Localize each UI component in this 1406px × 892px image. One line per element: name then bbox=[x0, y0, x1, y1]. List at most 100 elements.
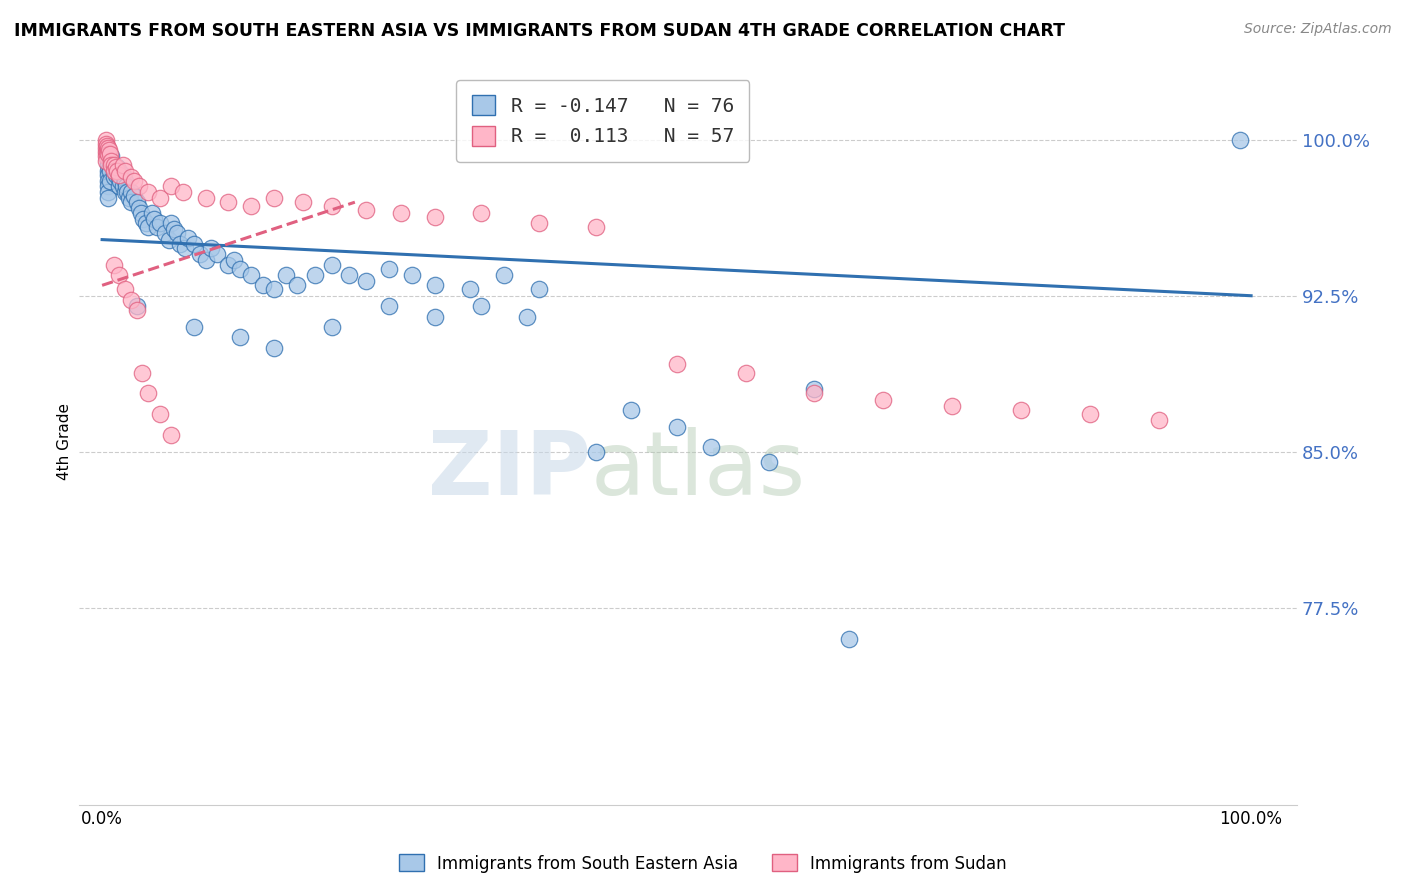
Point bbox=[240, 268, 263, 282]
Point bbox=[304, 268, 326, 282]
Point bbox=[108, 170, 131, 185]
Point bbox=[188, 247, 211, 261]
Point bbox=[1229, 133, 1251, 147]
Point bbox=[263, 341, 285, 355]
Point bbox=[941, 399, 963, 413]
Point bbox=[128, 178, 150, 193]
Point bbox=[1010, 403, 1032, 417]
Point bbox=[104, 160, 127, 174]
Point bbox=[97, 178, 120, 193]
Point bbox=[274, 268, 297, 282]
Point bbox=[321, 199, 343, 213]
Point bbox=[205, 247, 228, 261]
Point bbox=[169, 236, 191, 251]
Point bbox=[321, 258, 343, 272]
Point bbox=[98, 174, 121, 188]
Point bbox=[120, 293, 142, 307]
Point bbox=[97, 153, 120, 168]
Point bbox=[98, 147, 121, 161]
Point bbox=[458, 283, 481, 297]
Point bbox=[124, 189, 146, 203]
Point bbox=[389, 205, 412, 219]
Point bbox=[105, 160, 128, 174]
Point bbox=[98, 164, 121, 178]
Text: atlas: atlas bbox=[591, 427, 806, 514]
Point bbox=[1078, 407, 1101, 421]
Point bbox=[183, 319, 205, 334]
Point bbox=[148, 407, 170, 421]
Point bbox=[108, 268, 131, 282]
Point bbox=[287, 278, 309, 293]
Point bbox=[103, 258, 125, 272]
Point bbox=[94, 149, 117, 163]
Point bbox=[117, 185, 139, 199]
Text: IMMIGRANTS FROM SOUTH EASTERN ASIA VS IMMIGRANTS FROM SUDAN 4TH GRADE CORRELATIO: IMMIGRANTS FROM SOUTH EASTERN ASIA VS IM… bbox=[14, 22, 1066, 40]
Point bbox=[240, 199, 263, 213]
Point bbox=[585, 444, 607, 458]
Point bbox=[108, 164, 131, 178]
Point bbox=[155, 227, 177, 241]
Point bbox=[160, 216, 183, 230]
Point bbox=[378, 299, 401, 313]
Point bbox=[758, 455, 780, 469]
Point bbox=[173, 241, 195, 255]
Point bbox=[103, 158, 125, 172]
Point bbox=[103, 170, 125, 185]
Point bbox=[114, 174, 136, 188]
Point bbox=[94, 145, 117, 160]
Point bbox=[146, 220, 169, 235]
Text: Source: ZipAtlas.com: Source: ZipAtlas.com bbox=[1244, 22, 1392, 37]
Point bbox=[401, 268, 423, 282]
Point bbox=[425, 278, 447, 293]
Point bbox=[470, 205, 492, 219]
Point bbox=[120, 170, 142, 185]
Point bbox=[665, 419, 688, 434]
Point bbox=[103, 164, 125, 178]
Point bbox=[103, 158, 125, 172]
Point bbox=[97, 141, 120, 155]
Point bbox=[157, 233, 180, 247]
Point bbox=[141, 205, 163, 219]
Point bbox=[229, 330, 252, 344]
Point bbox=[163, 222, 186, 236]
Point bbox=[110, 174, 132, 188]
Point bbox=[100, 153, 122, 168]
Point bbox=[128, 202, 150, 216]
Point bbox=[218, 195, 240, 210]
Point bbox=[115, 178, 138, 193]
Point bbox=[114, 185, 136, 199]
Point bbox=[194, 191, 217, 205]
Point bbox=[98, 153, 121, 168]
Point bbox=[803, 386, 825, 401]
Point bbox=[872, 392, 894, 407]
Point bbox=[734, 366, 756, 380]
Point bbox=[94, 136, 117, 151]
Point bbox=[224, 253, 246, 268]
Point bbox=[148, 216, 170, 230]
Point bbox=[100, 149, 122, 163]
Point bbox=[97, 158, 120, 172]
Point bbox=[94, 153, 117, 168]
Point bbox=[136, 185, 159, 199]
Point bbox=[665, 357, 688, 371]
Point bbox=[124, 174, 146, 188]
Point bbox=[96, 139, 118, 153]
Point bbox=[200, 241, 222, 255]
Point bbox=[803, 382, 825, 396]
Point bbox=[98, 143, 121, 157]
Point bbox=[94, 141, 117, 155]
Point bbox=[114, 164, 136, 178]
Point bbox=[132, 211, 155, 226]
Point bbox=[97, 147, 120, 161]
Point bbox=[252, 278, 274, 293]
Legend: R = -0.147   N = 76, R =  0.113   N = 57: R = -0.147 N = 76, R = 0.113 N = 57 bbox=[456, 80, 749, 161]
Point bbox=[1147, 413, 1170, 427]
Point bbox=[356, 203, 378, 218]
Point bbox=[97, 174, 120, 188]
Point bbox=[470, 299, 492, 313]
Y-axis label: 4th Grade: 4th Grade bbox=[58, 403, 72, 480]
Point bbox=[108, 178, 131, 193]
Point bbox=[172, 185, 194, 199]
Point bbox=[229, 261, 252, 276]
Point bbox=[425, 210, 447, 224]
